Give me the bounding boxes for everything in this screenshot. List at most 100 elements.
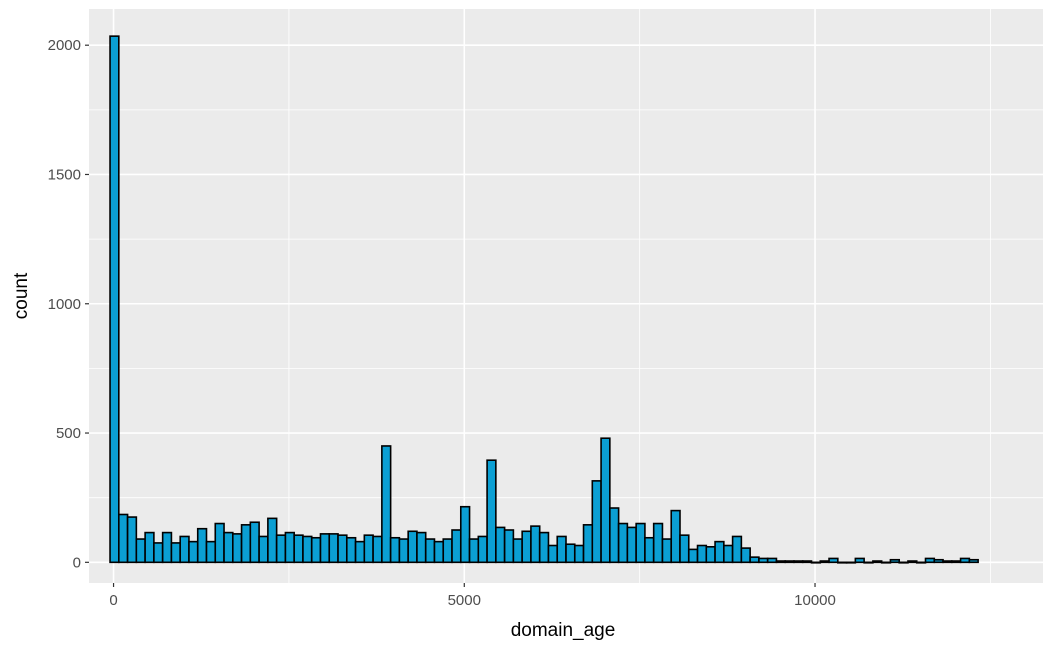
histogram-bar <box>661 538 673 564</box>
plot-panel <box>89 9 1043 583</box>
y-axis: 0 500 1000 1500 2000 <box>48 37 89 571</box>
histogram-bar <box>468 538 480 564</box>
histogram-bar <box>924 557 936 564</box>
histogram-bar <box>442 538 453 564</box>
histogram-bar <box>749 556 760 564</box>
histogram-bar <box>740 547 751 564</box>
histogram-bar <box>758 557 769 564</box>
histogram-bar <box>275 534 287 564</box>
y-tick-label: 500 <box>56 425 81 442</box>
histogram-bar <box>714 540 725 564</box>
histogram-bar <box>232 533 243 564</box>
y-tick-label: 1500 <box>48 166 81 183</box>
histogram-bar <box>801 560 813 564</box>
histogram-bar <box>284 531 295 564</box>
histogram-bar <box>144 531 155 564</box>
histogram-bar <box>310 536 322 564</box>
histogram-bar <box>495 526 506 564</box>
histogram-bar <box>959 557 971 564</box>
histogram-bar <box>179 535 190 564</box>
y-axis-title: count <box>11 272 32 319</box>
histogram-bar <box>293 534 304 564</box>
histogram-bar <box>898 561 909 564</box>
histogram-bar <box>819 560 830 564</box>
histogram-bar <box>766 557 778 564</box>
histogram-bar <box>503 529 515 564</box>
histogram-bar <box>486 459 497 564</box>
histogram-bar <box>942 560 953 564</box>
histogram-bar <box>214 522 225 564</box>
histogram-bar <box>591 480 602 564</box>
histogram-bar <box>679 534 690 564</box>
histogram-bar <box>354 540 366 564</box>
histogram-bar <box>600 437 611 564</box>
histogram-bar <box>565 543 576 564</box>
histogram-bar <box>118 513 129 564</box>
histogram-bar <box>170 542 181 564</box>
x-axis: 0 5000 10000 <box>109 583 836 609</box>
histogram-bar <box>459 505 471 564</box>
histogram-bar <box>223 531 234 564</box>
minor-gridlines <box>89 9 1043 583</box>
histogram-bar <box>477 535 488 564</box>
histogram-bar <box>451 529 462 564</box>
histogram-bar <box>644 536 655 564</box>
histogram-bar <box>907 560 918 564</box>
histogram-bar <box>609 507 620 564</box>
histogram-bar <box>267 517 278 564</box>
histogram-bar <box>363 534 374 564</box>
histogram-bar <box>188 540 199 564</box>
histogram-bar <box>407 530 418 564</box>
histogram-bar <box>433 540 445 564</box>
histogram-bar <box>319 533 331 564</box>
histogram-bar <box>793 560 804 564</box>
histogram-bar <box>933 558 944 564</box>
histogram-bar <box>687 548 699 564</box>
histogram-bar <box>731 535 743 564</box>
histogram-bar <box>705 546 716 564</box>
histogram-bar <box>337 534 348 564</box>
histogram-bar <box>696 544 708 564</box>
histogram-bar <box>810 561 822 564</box>
y-tick-label: 1000 <box>48 296 81 313</box>
histogram-bar <box>416 531 427 564</box>
histogram-bar <box>538 531 550 564</box>
x-tick-label: 10000 <box>794 592 836 609</box>
histogram-bar <box>240 524 252 564</box>
histogram-bar <box>161 531 173 564</box>
histogram-bar <box>302 535 313 564</box>
histogram-bar <box>635 522 646 564</box>
x-tick-label: 5000 <box>448 592 481 609</box>
histogram-bar <box>837 561 848 564</box>
histogram-bar <box>372 535 383 564</box>
histogram-bar <box>521 530 532 564</box>
histogram-bar <box>424 538 436 564</box>
histogram-bar <box>951 560 962 564</box>
histogram-bar <box>153 542 164 564</box>
histogram-bar <box>328 533 339 564</box>
histogram-bar <box>880 561 892 564</box>
histogram-bar <box>968 558 979 564</box>
x-axis-title: domain_age <box>511 620 616 641</box>
histogram-bar <box>670 509 681 564</box>
histogram-bar <box>889 558 900 564</box>
histogram-bar <box>784 560 795 564</box>
histogram-bar <box>398 538 409 564</box>
histogram-bar <box>345 536 357 564</box>
histogram-bar <box>915 561 927 564</box>
histogram-bar <box>626 526 637 564</box>
histogram-bar <box>828 557 839 564</box>
histogram-bar <box>872 560 883 564</box>
histogram-bar <box>845 561 857 564</box>
histogram-bar <box>196 527 208 564</box>
histogram-bar <box>652 522 664 564</box>
histogram-bar <box>205 540 217 564</box>
y-tick-label: 2000 <box>48 37 81 54</box>
histogram-bar <box>723 544 734 564</box>
histogram-bar <box>389 536 401 564</box>
histogram-bar <box>617 522 629 564</box>
histogram-bar <box>258 535 269 564</box>
histogram-bar <box>854 557 865 564</box>
histogram-bar <box>863 561 874 564</box>
